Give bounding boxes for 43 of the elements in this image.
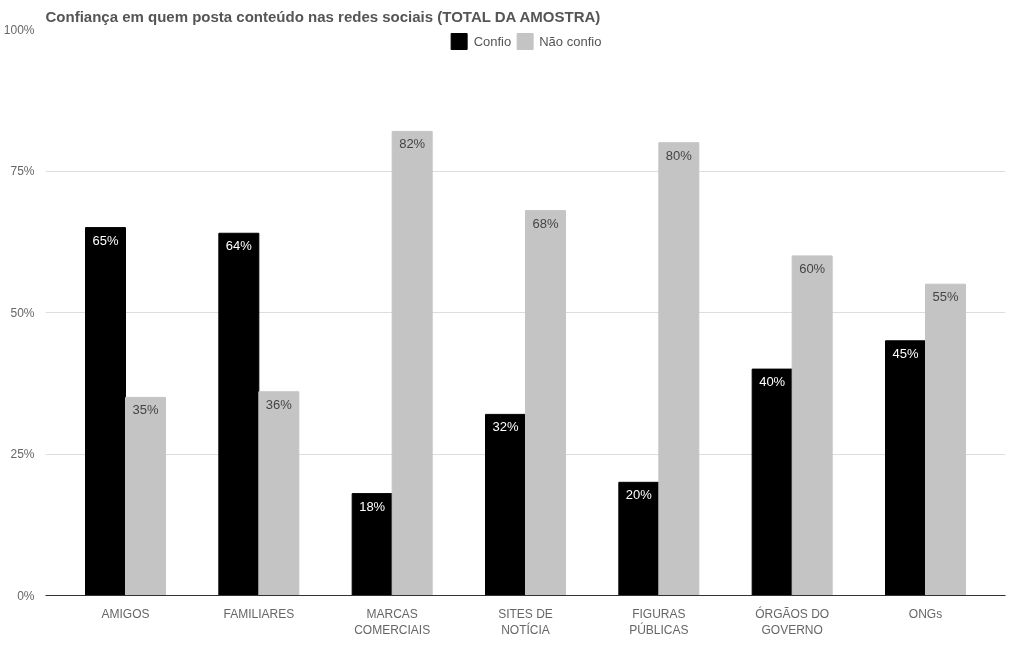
- data-label: 18%: [359, 498, 386, 514]
- y-tick-label: 75%: [10, 164, 35, 178]
- chart-title: Confiança em quem posta conteúdo nas redes sociais (TOTAL DA AMOSTRA): [45, 7, 601, 25]
- y-tick-label: 25%: [10, 447, 35, 461]
- bar: [125, 396, 166, 596]
- data-label: 64%: [225, 238, 253, 254]
- bar: [618, 481, 660, 596]
- bar: [885, 340, 926, 596]
- bar: [658, 142, 700, 596]
- x-tick-label: FAMILIARES: [223, 606, 295, 621]
- data-label: 65%: [92, 232, 119, 248]
- bar: [218, 232, 260, 596]
- x-tick-label: MARCAS COMERCIAIS: [354, 606, 431, 638]
- data-label: 82%: [399, 136, 426, 152]
- y-tick-label: 50%: [10, 305, 35, 320]
- bar: [791, 255, 833, 596]
- bar: [925, 283, 966, 596]
- bar: [85, 227, 126, 596]
- data-label: 40%: [759, 374, 786, 390]
- bar: [525, 210, 566, 596]
- data-label: 80%: [665, 147, 693, 163]
- x-tick-label: ÓRGÃOS DO GOVERNO: [755, 605, 830, 638]
- bar: [751, 368, 793, 596]
- legend-label: Confio: [473, 33, 512, 49]
- x-tick-label: ONGs: [908, 606, 943, 621]
- data-label: 35%: [132, 402, 159, 418]
- y-tick-label: 100%: [3, 22, 35, 37]
- data-label: 45%: [892, 345, 919, 361]
- bar: [391, 130, 433, 596]
- data-label: 32%: [492, 419, 519, 435]
- x-tick-label: AMIGOS: [101, 606, 150, 621]
- bar: [351, 493, 393, 596]
- x-tick-label: FIGURAS PÚBLICAS: [629, 606, 689, 638]
- y-tick-label: 0%: [17, 588, 35, 603]
- data-label: 36%: [265, 396, 293, 412]
- legend-label: Não confio: [539, 33, 602, 49]
- data-label: 60%: [799, 260, 826, 276]
- bar: [258, 391, 300, 596]
- data-label: 68%: [532, 215, 559, 231]
- bar: [485, 413, 526, 596]
- x-tick-label: SITES DE NOTÍCIA: [498, 606, 553, 638]
- data-label: 20%: [625, 487, 653, 503]
- data-label: 55%: [932, 289, 959, 305]
